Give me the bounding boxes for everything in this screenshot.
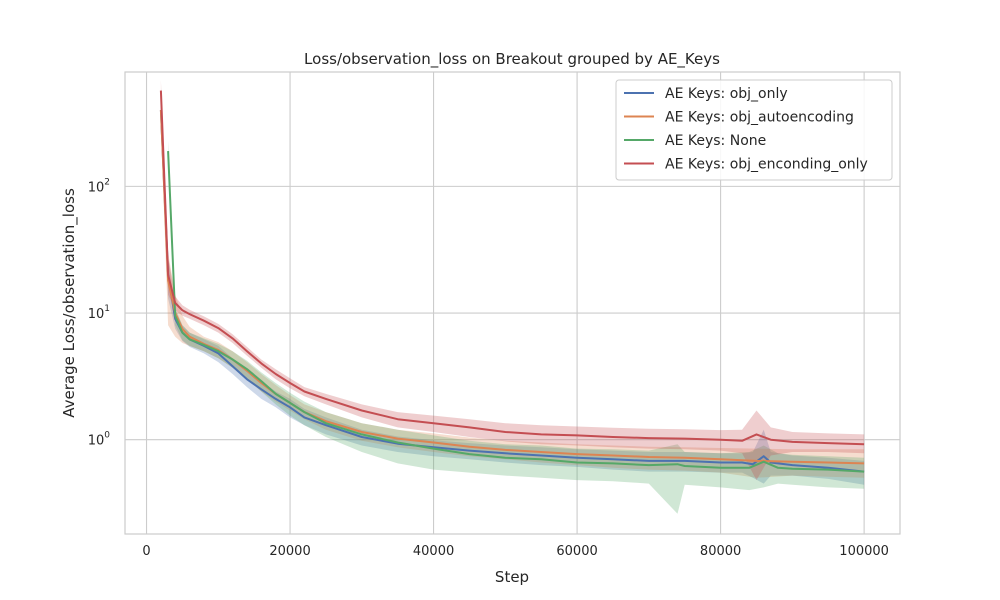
- legend: AE Keys: obj_only AE Keys: obj_autoencodi…: [615, 79, 893, 181]
- legend-box: [615, 79, 893, 181]
- x-axis-label: Step: [495, 568, 529, 586]
- x-tick-label: 20000: [269, 544, 310, 559]
- x-tick-labels: 0 20000 40000 60000 80000 100000: [142, 544, 889, 559]
- x-tick-label: 100000: [839, 544, 889, 559]
- legend-label: AE Keys: obj_enconding_only: [665, 157, 868, 173]
- y-tick-labels: 100 101 102: [88, 177, 111, 448]
- series-line: [159, 90, 865, 446]
- series-line: [167, 151, 865, 473]
- confidence-band: [168, 140, 865, 514]
- y-tick-label: 102: [88, 177, 110, 195]
- legend-items: AE Keys: obj_only AE Keys: obj_autoencodi…: [624, 86, 868, 173]
- series-line: [159, 110, 865, 465]
- y-tick-label: 101: [88, 304, 110, 322]
- x-tick-label: 40000: [413, 544, 454, 559]
- x-tick-label: 0: [142, 544, 150, 559]
- series-lines: [159, 90, 865, 473]
- legend-label: AE Keys: obj_only: [665, 86, 788, 102]
- x-tick-label: 80000: [700, 544, 741, 559]
- confidence-band: [160, 80, 865, 481]
- x-tick-label: 60000: [556, 544, 597, 559]
- chart-title: Loss/observation_loss on Breakout groupe…: [304, 50, 720, 69]
- legend-label: AE Keys: None: [665, 133, 766, 149]
- legend-label: AE Keys: obj_autoencoding: [665, 110, 854, 126]
- confidence-bands: [160, 80, 865, 514]
- y-axis-label: Average Loss/observation_loss: [60, 188, 79, 418]
- y-tick-label: 100: [88, 431, 111, 449]
